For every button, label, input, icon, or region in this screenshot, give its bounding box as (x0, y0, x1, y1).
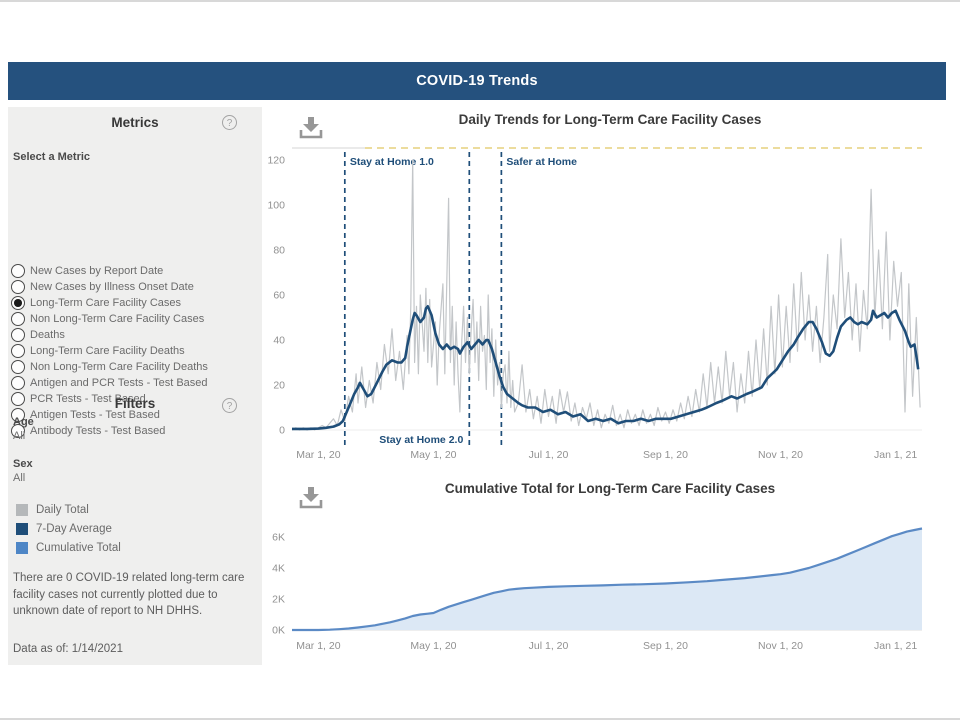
metric-option[interactable]: PCR Tests - Test Based (11, 391, 208, 407)
metric-option-label: PCR Tests - Test Based (30, 393, 146, 405)
svg-text:Sep 1, 20: Sep 1, 20 (643, 449, 688, 461)
filters-panel-title: Filters (114, 396, 156, 411)
svg-text:0: 0 (279, 425, 285, 437)
svg-text:40: 40 (273, 335, 285, 347)
cumulative-total-title: Cumulative Total for Long-Term Care Faci… (444, 481, 776, 496)
footnote: There are 0 COVID-19 related long-term c… (13, 572, 245, 618)
radio-button-icon[interactable] (11, 296, 25, 310)
radio-button-icon[interactable] (11, 408, 25, 422)
svg-text:Sep 1, 20: Sep 1, 20 (643, 640, 688, 652)
metric-option[interactable]: Antibody Tests - Test Based (11, 423, 208, 439)
svg-text:0K: 0K (272, 625, 285, 637)
svg-text:Jan 1, 21: Jan 1, 21 (874, 640, 917, 652)
daily-trends-chart[interactable]: 0 20 40 60 80 100 120 Mar 1, 20 May 1, 20 Jul 1, … (265, 140, 955, 475)
metrics-help-icon[interactable]: ? (222, 115, 237, 130)
metric-option-label: Antigen Tests - Test Based (30, 409, 160, 421)
metric-option-label: Non Long-Term Care Facility Cases (30, 313, 205, 325)
metric-option-label: Antibody Tests - Test Based (30, 425, 166, 437)
legend-item-label: 7-Day Average (36, 522, 112, 535)
metric-option[interactable]: Non Long-Term Care Facility Deaths (11, 359, 208, 375)
legend-swatch-icon (16, 522, 28, 535)
radio-button-icon[interactable] (11, 264, 25, 278)
header-bar: COVID-19 Trends (8, 62, 946, 100)
svg-text:May 1, 20: May 1, 20 (410, 640, 456, 652)
radio-button-icon[interactable] (11, 328, 25, 342)
legend-item[interactable]: Cumulative Total (16, 538, 121, 557)
download-icon[interactable] (297, 484, 325, 511)
radio-button-icon[interactable] (11, 344, 25, 358)
select-a-metric-label: Select a Metric (13, 151, 91, 163)
metrics-panel-title: Metrics (111, 115, 159, 130)
metric-option[interactable]: Deaths (11, 327, 208, 343)
svg-text:Stay at Home 1.0: Stay at Home 1.0 (350, 156, 434, 168)
svg-text:6K: 6K (272, 532, 285, 544)
metric-option-label: Antigen and PCR Tests - Test Based (30, 377, 208, 389)
metric-option-label: Long-Term Care Facility Deaths (30, 345, 185, 357)
radio-button-icon[interactable] (11, 376, 25, 390)
dashboard-title: COVID-19 Trends (416, 73, 538, 89)
svg-text:Stay at Home 2.0: Stay at Home 2.0 (379, 434, 463, 446)
legend-swatch-icon (16, 503, 28, 516)
radio-button-icon[interactable] (11, 280, 25, 294)
legend-item[interactable]: Daily Total (16, 500, 121, 519)
data-as-of: Data as of: 1/14/2021 (13, 643, 123, 655)
svg-text:80: 80 (273, 245, 285, 257)
metric-option[interactable]: New Cases by Report Date (11, 263, 208, 279)
sidebar: Metrics ? Select a Metric New Cases by R… (8, 107, 262, 665)
svg-text:Nov 1, 20: Nov 1, 20 (758, 640, 803, 652)
svg-text:Mar 1, 20: Mar 1, 20 (296, 449, 341, 461)
metric-option-label: Deaths (30, 329, 65, 341)
sex-filter-label: Sex (13, 458, 33, 470)
svg-text:Jul 1, 20: Jul 1, 20 (529, 640, 569, 652)
svg-text:Mar 1, 20: Mar 1, 20 (296, 640, 341, 652)
svg-text:May 1, 20: May 1, 20 (410, 449, 456, 461)
download-icon[interactable] (297, 114, 325, 141)
sex-filter-value[interactable]: All (13, 472, 26, 484)
svg-text:Jul 1, 20: Jul 1, 20 (529, 449, 569, 461)
radio-button-icon[interactable] (11, 360, 25, 374)
legend-item[interactable]: 7-Day Average (16, 519, 121, 538)
legend-item-label: Cumulative Total (36, 541, 121, 554)
age-filter-label: Age (13, 416, 34, 428)
metric-option[interactable]: Non Long-Term Care Facility Cases (11, 311, 208, 327)
legend-item-label: Daily Total (36, 503, 89, 516)
metric-option-label: New Cases by Illness Onset Date (30, 281, 194, 293)
metric-option[interactable]: New Cases by Illness Onset Date (11, 279, 208, 295)
legend-swatch-icon (16, 541, 28, 554)
svg-text:120: 120 (267, 155, 285, 167)
radio-button-icon[interactable] (11, 312, 25, 326)
svg-text:100: 100 (267, 200, 285, 212)
svg-text:4K: 4K (272, 563, 285, 575)
radio-button-icon[interactable] (11, 392, 25, 406)
metric-option[interactable]: Long-Term Care Facility Cases (11, 295, 208, 311)
svg-text:60: 60 (273, 290, 285, 302)
metric-option[interactable]: Long-Term Care Facility Deaths (11, 343, 208, 359)
svg-text:2K: 2K (272, 594, 285, 606)
top-edge-line (0, 0, 960, 2)
metric-option-label: New Cases by Report Date (30, 265, 164, 277)
color-legend: Daily Total 7-Day Average Cumulative Total (16, 500, 121, 557)
svg-text:Nov 1, 20: Nov 1, 20 (758, 449, 803, 461)
metric-option-label: Non Long-Term Care Facility Deaths (30, 361, 208, 373)
metric-option[interactable]: Antigen and PCR Tests - Test Based (11, 375, 208, 391)
cumulative-total-chart[interactable]: 0K 2K 4K 6K Mar 1, 20 May 1, 20 Jul 1, 20 Sep 1… (265, 505, 955, 665)
svg-text:Jan 1, 21: Jan 1, 21 (874, 449, 917, 461)
bottom-edge-line (0, 718, 960, 720)
metric-option[interactable]: Antigen Tests - Test Based (11, 407, 208, 423)
svg-text:20: 20 (273, 380, 285, 392)
filters-help-icon[interactable]: ? (222, 398, 237, 413)
metric-options: New Cases by Report Date New Cases by Ill… (11, 263, 208, 439)
age-filter-value[interactable]: All (13, 430, 26, 442)
daily-trends-title: Daily Trends for Long-Term Care Facility… (458, 112, 762, 127)
radio-button-icon[interactable] (11, 424, 25, 438)
svg-text:Safer at Home: Safer at Home (506, 156, 577, 168)
metric-option-label: Long-Term Care Facility Cases (30, 297, 181, 309)
